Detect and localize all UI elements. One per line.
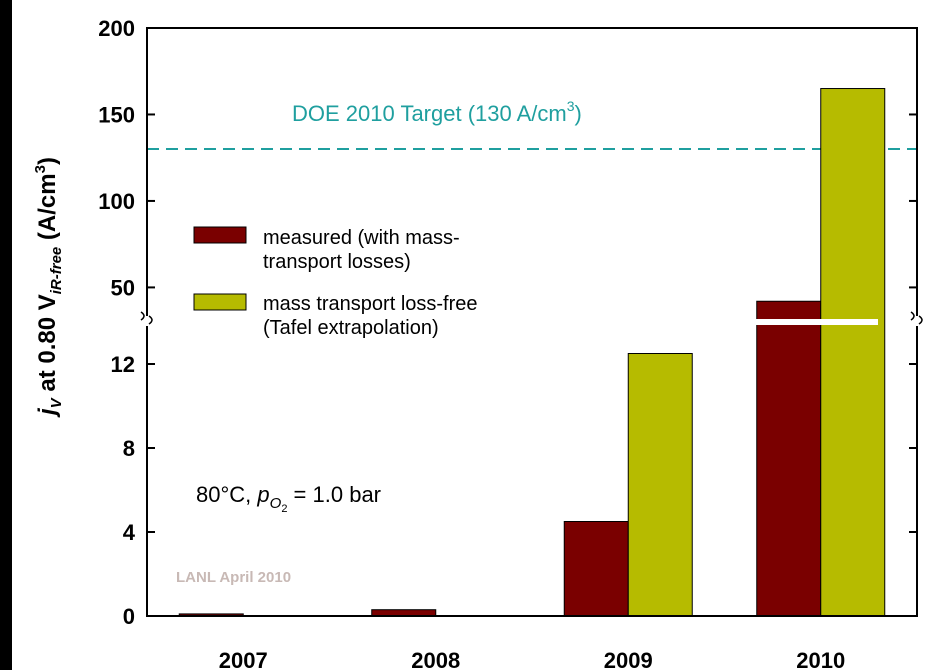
y-axis-break-left bbox=[140, 311, 153, 325]
x-ticks: 2007 2008 2009 2010 bbox=[219, 648, 845, 670]
target-label-main: DOE 2010 Target (130 A/cm bbox=[292, 101, 567, 126]
bar-measured-2009 bbox=[563, 521, 629, 617]
y-tick-label-8: 8 bbox=[123, 436, 135, 461]
y-tick-label-150: 150 bbox=[98, 102, 135, 127]
y-axis-label-sup: 3 bbox=[32, 165, 49, 173]
legend-swatch-measured bbox=[193, 226, 247, 244]
legend-label-loss-free: mass transport loss-free (Tafel extrapol… bbox=[263, 293, 483, 339]
conditions-sub2: 2 bbox=[281, 503, 287, 515]
y-axis-label-end: ) bbox=[34, 157, 61, 165]
legend-label-measured: measured (with mass- transport losses) bbox=[263, 227, 465, 273]
y-axis-label-j: j bbox=[34, 407, 61, 418]
bar-loss-free-2009 bbox=[627, 353, 693, 617]
bars bbox=[178, 88, 886, 617]
legend-label-loss-free-line1: mass transport loss-free bbox=[263, 293, 478, 315]
y-axis-break-right bbox=[910, 311, 923, 325]
y-axis-break-gap-left bbox=[139, 316, 155, 326]
conditions-sub: O bbox=[270, 495, 282, 512]
conditions-post: = 1.0 bar bbox=[287, 482, 381, 507]
legend-swatch-loss-free bbox=[193, 293, 247, 311]
legend-label-loss-free-line2: (Tafel extrapolation) bbox=[263, 317, 439, 339]
y-tick-label-200: 200 bbox=[98, 16, 135, 41]
y-axis-label-sub1: V bbox=[48, 396, 65, 408]
y-tick-label-50: 50 bbox=[111, 275, 135, 300]
x-tick-label-2008: 2008 bbox=[411, 648, 460, 670]
y-tick-label-12: 12 bbox=[111, 352, 135, 377]
legend: measured (with mass- transport losses) m… bbox=[193, 226, 483, 339]
target-label: DOE 2010 Target (130 A/cm3) bbox=[292, 98, 582, 126]
x-tick-label-2009: 2009 bbox=[604, 648, 653, 670]
y-axis-break-gap-right bbox=[909, 316, 925, 326]
watermark: LANL April 2010 bbox=[176, 569, 291, 586]
conditions-annotation: 80°C, pO2 = 1.0 bar bbox=[196, 482, 381, 515]
y-axis-label-sub2: iR-free bbox=[48, 247, 65, 295]
conditions-p: p bbox=[256, 482, 269, 507]
target-label-sup: 3 bbox=[567, 98, 575, 114]
x-tick-label-2010: 2010 bbox=[796, 648, 845, 670]
target-label-end: ) bbox=[575, 101, 582, 126]
y-tick-label-100: 100 bbox=[98, 189, 135, 214]
x-tick-label-2007: 2007 bbox=[219, 648, 268, 670]
y-tick-label-4: 4 bbox=[123, 520, 136, 545]
legend-label-measured-line2: transport losses) bbox=[263, 251, 411, 273]
y-axis-label-mid: at 0.80 V bbox=[34, 294, 61, 398]
y-axis-label: jV at 0.80 ViR-free (A/cm3) bbox=[32, 157, 65, 418]
bar-loss-free-2010 bbox=[820, 88, 886, 617]
bar-measured-2010 bbox=[756, 300, 822, 617]
y-axis-label-tail: (A/cm bbox=[34, 173, 61, 246]
conditions-pre: 80°C, bbox=[196, 482, 257, 507]
bar-axis-break bbox=[716, 319, 878, 325]
y-ticks: 0 4 8 12 50 100 150 200 bbox=[98, 16, 917, 629]
y-tick-label-0: 0 bbox=[123, 604, 135, 629]
legend-label-measured-line1: measured (with mass- bbox=[263, 227, 460, 249]
